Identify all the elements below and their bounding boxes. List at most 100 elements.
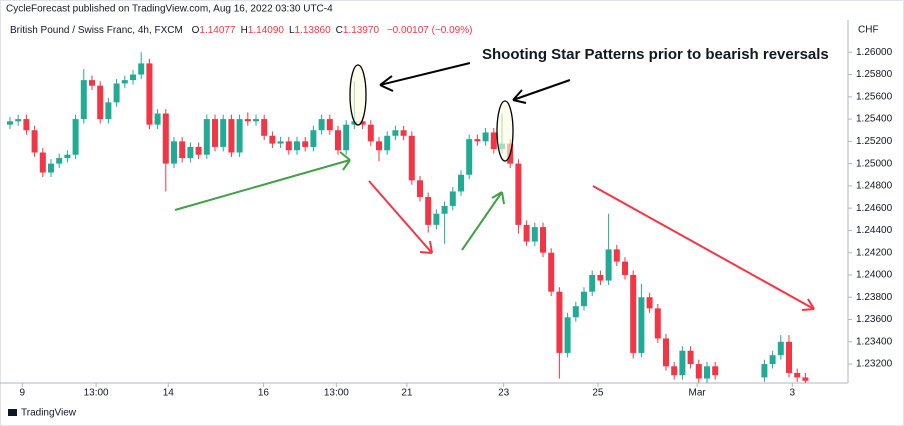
candle-body (417, 180, 423, 198)
candle-body (89, 80, 95, 86)
x-tick-label: 23 (498, 388, 510, 399)
candle-body (589, 274, 596, 292)
candle-body (121, 80, 128, 84)
candle-body (162, 113, 169, 164)
ohlc-value: 1.13970 (343, 25, 380, 36)
candle-body (769, 355, 776, 365)
x-tick-label: 21 (401, 388, 413, 399)
ohlc-value: 1.13860 (295, 25, 332, 36)
ohlc-label: H (241, 25, 248, 36)
candle-body (154, 113, 161, 125)
y-tick-label: 1.24600 (856, 203, 893, 214)
candle-body (761, 364, 768, 378)
candle-body (343, 124, 350, 151)
candle-body (597, 274, 604, 281)
y-tick-label: 1.25000 (856, 158, 893, 169)
y-tick-label: 1.23600 (856, 314, 893, 325)
candle-body (794, 372, 801, 378)
y-tick-label: 1.25600 (856, 91, 893, 102)
candle-body (310, 130, 317, 147)
y-tick-label: 1.23800 (856, 292, 893, 303)
candle-body (622, 261, 628, 275)
candle-body (687, 350, 694, 365)
candle-body (64, 154, 71, 159)
highlight-ellipse (496, 100, 514, 162)
candle-body (548, 252, 555, 292)
candle-body (318, 119, 325, 131)
candle-body (540, 227, 546, 253)
candle-body (253, 119, 259, 122)
x-tick-label: 14 (163, 388, 175, 399)
ohlc-label: L (289, 25, 295, 36)
y-tick-label: 1.23400 (856, 336, 893, 347)
candle-body (531, 227, 538, 242)
candle-body (228, 119, 235, 153)
candle-body (777, 341, 784, 356)
x-tick-label: 25 (592, 388, 604, 399)
candle-body (802, 377, 809, 381)
x-tick-label: 16 (258, 388, 270, 399)
candle-body (466, 139, 473, 175)
candle-body (449, 191, 456, 206)
candle-body (515, 163, 522, 225)
legend: British Pound / Swiss Franc, 4h, FXCM O1… (10, 25, 472, 36)
y-tick-label: 1.24000 (856, 270, 893, 281)
candle-body (31, 130, 38, 153)
candle-body (605, 249, 612, 281)
change: −0.00107 (−0.09%) (387, 25, 473, 36)
candle-body (646, 297, 653, 309)
candle-body (244, 119, 251, 122)
ohlc-value: 1.14077 (199, 25, 236, 36)
candle-body (441, 205, 448, 214)
logo: TradingView (8, 408, 77, 419)
candle-body (326, 119, 333, 131)
candle-body (39, 152, 46, 173)
candle-body (384, 135, 391, 151)
candle-body (704, 366, 710, 379)
candle-body (48, 163, 54, 173)
candle-body (482, 132, 489, 142)
candle-body (97, 85, 104, 120)
candle-body (425, 197, 432, 225)
highlight-ellipse (349, 64, 367, 126)
candle-body (23, 119, 30, 131)
candle-body (630, 274, 637, 353)
y-tick-label: 1.25800 (856, 69, 893, 80)
candle-body (638, 297, 645, 353)
candle-body (236, 119, 243, 153)
candle-body (474, 139, 481, 142)
x-tick-label: 13:00 (84, 388, 109, 399)
candle-body (195, 146, 202, 155)
x-tick-label: 13:00 (324, 388, 349, 399)
candle-body (130, 74, 136, 81)
candle-body (695, 364, 702, 379)
footer-brand: TradingView (21, 408, 77, 419)
candle-body (679, 350, 686, 376)
x-tick-label: 3 (789, 388, 795, 399)
annotation: Shooting Star Patterns prior to bearish … (482, 46, 829, 63)
red-arrows (368, 180, 815, 311)
green-arrows (174, 151, 505, 251)
y-tick-label: 1.23200 (856, 359, 893, 370)
candle-body (433, 213, 440, 225)
black-arrows (379, 62, 571, 104)
candle-body (7, 121, 13, 125)
candle-body (712, 366, 719, 376)
candle-body (367, 124, 374, 142)
candle-body (105, 102, 112, 120)
candle-body (786, 341, 792, 373)
candle-body (572, 306, 579, 318)
y-tick-label: 1.25400 (856, 114, 893, 125)
candle-body (523, 224, 530, 242)
candle-body (220, 119, 227, 147)
y-tick-label: 1.26000 (856, 47, 893, 58)
candle-body (490, 132, 497, 150)
candle-body (359, 121, 366, 125)
candle-body (564, 317, 571, 353)
candle-body (613, 249, 620, 262)
plot (7, 52, 809, 383)
candle-body (269, 135, 276, 144)
candle-body (654, 308, 661, 339)
ohlc-label: O (192, 25, 200, 36)
